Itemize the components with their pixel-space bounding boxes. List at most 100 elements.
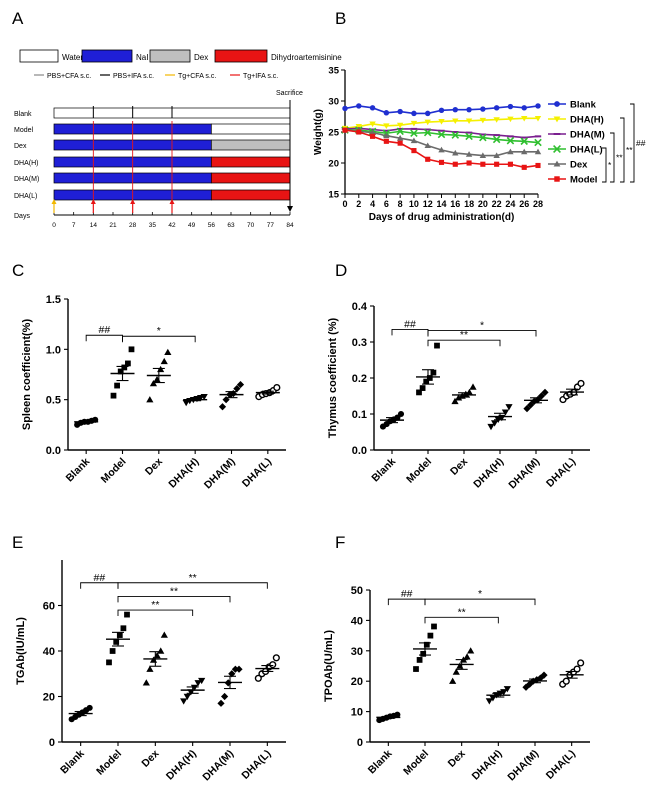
y-tick-label: 60 <box>43 601 55 613</box>
y-tick-label: 0.4 <box>352 301 368 313</box>
x-tick-label: Blank <box>64 456 93 485</box>
legend-marker <box>553 145 561 153</box>
series-point <box>369 129 376 136</box>
group-label: DHA(L) <box>14 193 37 200</box>
data-point <box>527 401 535 409</box>
data-point <box>467 647 475 654</box>
injection-legend-label-2: Tg+CFA s.c. <box>178 73 216 80</box>
legend-marker <box>554 101 560 107</box>
y-tick-label: 1.5 <box>46 294 61 306</box>
data-point <box>434 342 440 349</box>
significance-label: ** <box>170 585 178 597</box>
significance-bracket <box>610 132 615 183</box>
data-point <box>228 670 236 678</box>
injection-legend-label-3: Tg+IFA s.c. <box>243 73 278 80</box>
significance-label: * <box>480 319 484 331</box>
data-point <box>503 686 511 693</box>
data-point <box>426 375 433 381</box>
data-point <box>190 684 199 691</box>
y-tick-label: 25 <box>328 128 339 139</box>
y-tick-label: 1.0 <box>46 344 61 356</box>
data-point <box>149 379 158 387</box>
series-point <box>410 129 418 138</box>
data-point <box>522 683 530 691</box>
series-point <box>396 135 404 141</box>
panel-letter-b: B <box>335 9 346 28</box>
significance-label: * <box>608 160 612 170</box>
y-tick-label: 50 <box>351 585 363 597</box>
y-tick-label: 20 <box>43 692 55 704</box>
y-tick-label: 15 <box>328 190 339 201</box>
data-point <box>183 693 191 701</box>
x-tick-label: 26 <box>519 199 529 209</box>
x-tick-label: Model <box>401 748 431 778</box>
series-point <box>520 137 528 146</box>
series-point <box>493 117 500 123</box>
y-tick-label: 10 <box>351 707 363 719</box>
series-point <box>451 131 460 139</box>
significance-label: ** <box>626 145 633 155</box>
series-point <box>355 124 362 130</box>
x-tick-label: 22 <box>492 199 502 209</box>
data-point <box>416 657 423 663</box>
series-point <box>452 161 458 167</box>
day-tick-label: 84 <box>286 222 294 229</box>
y-tick-label: 40 <box>43 646 55 658</box>
x-tick-label: 4 <box>370 199 375 209</box>
x-tick-label: 28 <box>533 199 543 209</box>
series-point <box>342 127 348 133</box>
series-point <box>383 110 390 116</box>
group-label: DHA(H) <box>14 160 39 167</box>
data-point <box>114 382 120 389</box>
series-point <box>535 162 541 169</box>
data-point <box>235 665 243 673</box>
panel-a-protocol-chart: Water NaI Dex Dihydroartemisinine PBS+CFA s.… <box>14 49 342 229</box>
y-tick-label: 0.0 <box>352 445 367 457</box>
series-point <box>438 146 445 153</box>
series-point <box>479 152 487 158</box>
x-tick-label: 2 <box>356 199 361 209</box>
y-tick-label: 40 <box>351 615 363 627</box>
significance-label: * <box>478 588 482 600</box>
series-point <box>507 103 514 110</box>
data-point <box>533 676 541 684</box>
x-tick-label: 12 <box>423 199 433 209</box>
series-point <box>466 106 472 113</box>
series-point <box>452 118 459 125</box>
panel-letter-e: E <box>12 533 23 552</box>
injection-legend-label-1: PBS+IFA s.c. <box>113 73 154 80</box>
series-point <box>397 140 403 146</box>
series-point <box>424 119 431 126</box>
legend-label: Blank <box>570 100 597 111</box>
x-tick-label: DHA(L) <box>544 748 578 782</box>
day-tick-label: 77 <box>267 222 275 229</box>
x-tick-label: 16 <box>450 199 460 209</box>
legend-label-dha: Dihydroartemisinine <box>271 53 342 62</box>
data-point <box>505 404 513 411</box>
group-label: Dex <box>14 143 27 150</box>
data-point <box>272 654 280 662</box>
series-point <box>423 128 432 137</box>
data-point <box>394 711 401 718</box>
data-point <box>452 668 460 675</box>
series-point <box>438 159 445 165</box>
data-point <box>541 388 549 396</box>
significance-bracket <box>117 595 231 603</box>
data-point <box>534 396 542 404</box>
y-tick-label: 0.1 <box>352 409 367 421</box>
significance-label: ## <box>98 324 110 336</box>
data-point <box>562 677 570 685</box>
series-point <box>480 161 486 167</box>
data-point <box>157 647 165 654</box>
series-point <box>465 151 473 157</box>
x-tick-label: Dex <box>143 456 165 478</box>
data-point <box>501 409 509 416</box>
gantt-segment-dha <box>210 189 291 201</box>
series-point <box>411 110 417 117</box>
y-tick-label: 0.5 <box>46 395 61 407</box>
data-point <box>537 392 545 400</box>
significance-bracket <box>620 117 625 183</box>
significance-bracket <box>602 147 607 183</box>
panel-letter-c: C <box>12 261 24 280</box>
data-point <box>194 680 202 687</box>
